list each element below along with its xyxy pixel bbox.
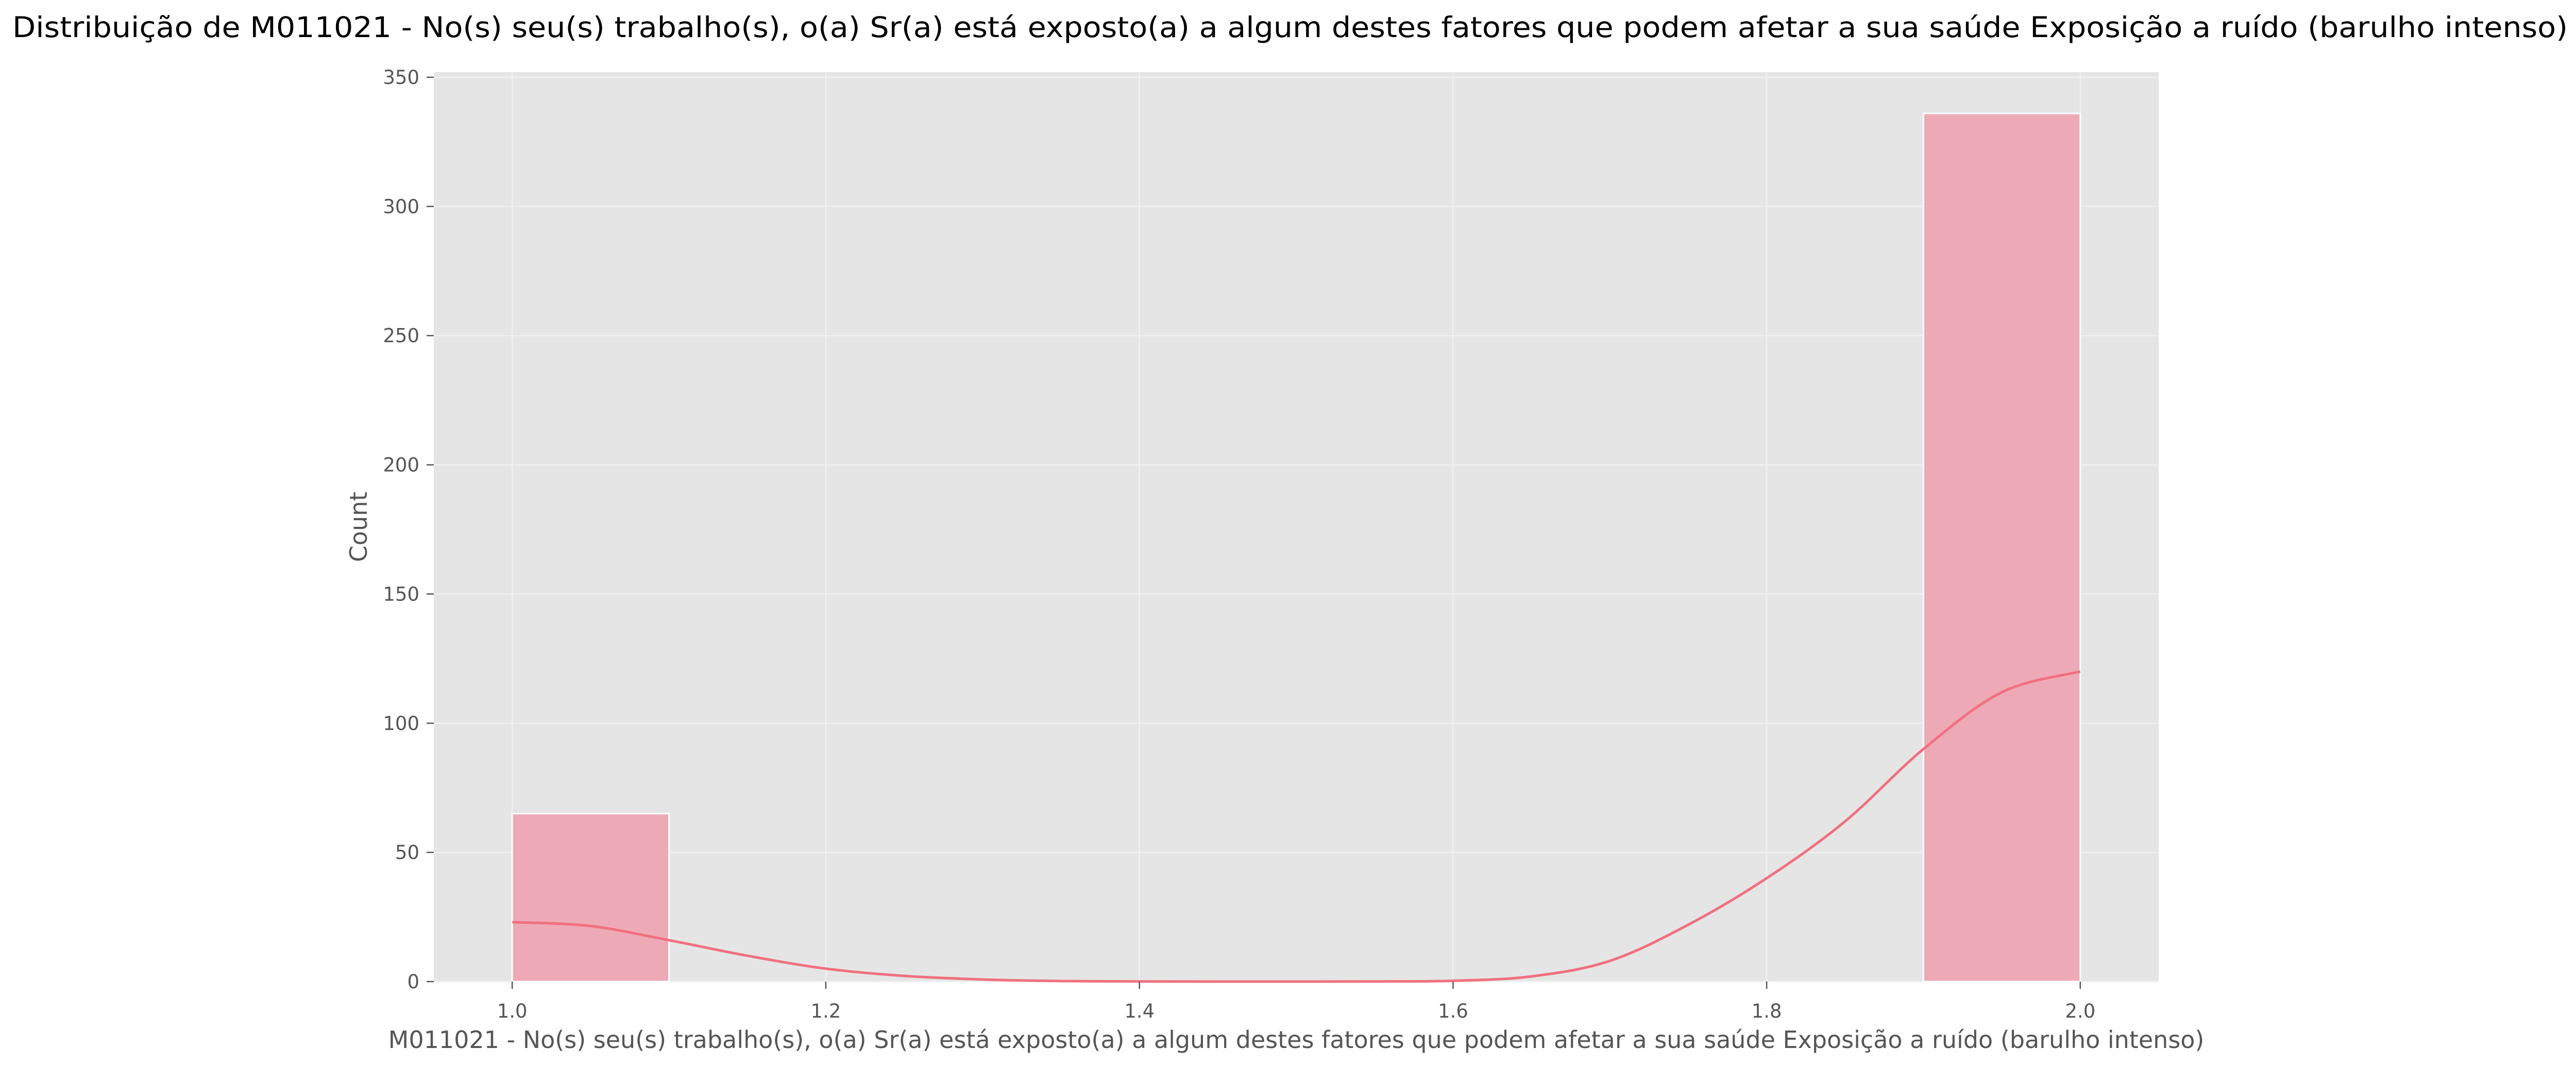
x-tick-label: 1.2 [810,1000,841,1022]
y-tick-label: 200 [383,454,419,476]
y-tick-label: 0 [407,971,419,993]
y-tick-label: 350 [383,66,419,89]
histogram-bar [1922,112,2081,983]
x-tick-label: 1.8 [1752,1000,1782,1022]
y-tick-label: 50 [395,841,419,864]
y-tick-label: 250 [383,325,419,347]
x-tick-label: 2.0 [2065,1000,2095,1022]
y-tick-label: 150 [383,583,419,605]
y-tick-label: 300 [383,196,419,218]
plot-area [434,72,2159,982]
chart-title: Distribuição de M011021 - No(s) seu(s) t… [12,11,2568,44]
y-tick-label: 100 [383,712,419,734]
y-axis-label: Count [345,492,372,562]
kde-line [512,670,2081,983]
x-tick-label: 1.6 [1438,1000,1468,1022]
x-axis-label: M011021 - No(s) seu(s) trabalho(s), o(a)… [388,1026,2205,1054]
histogram-bar [511,813,670,983]
x-tick-label: 1.0 [497,1000,528,1022]
x-tick-label: 1.4 [1124,1000,1155,1022]
